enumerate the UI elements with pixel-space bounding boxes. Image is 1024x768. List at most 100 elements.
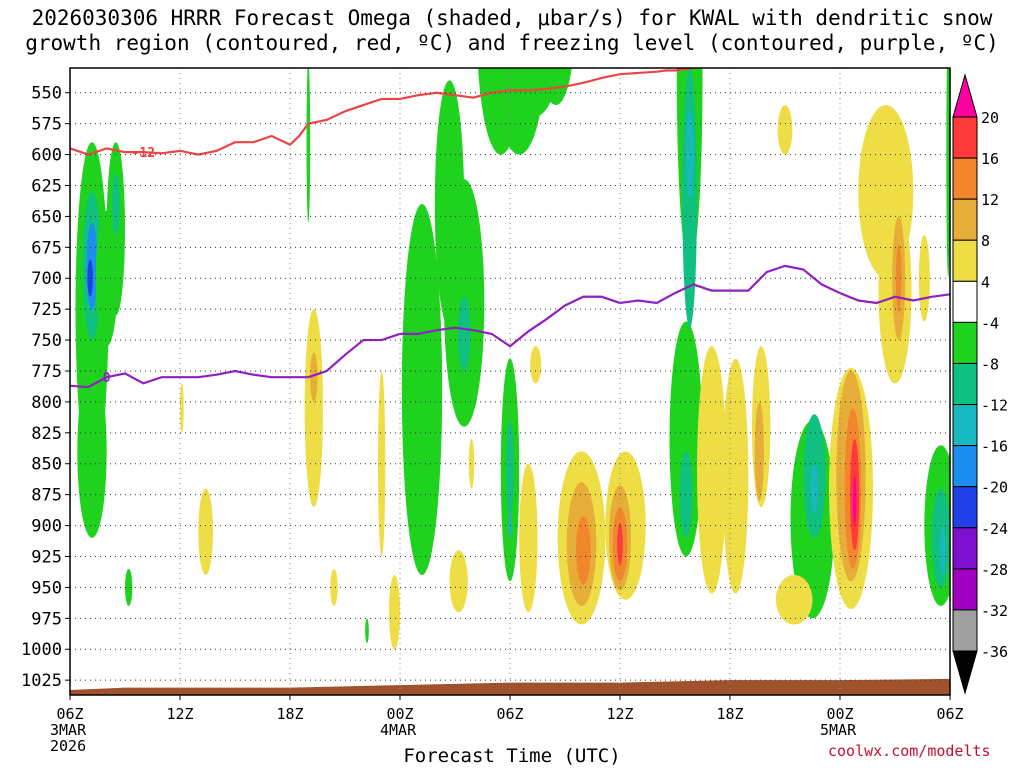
omega-cell-47 bbox=[679, 451, 693, 538]
y-tick-label: 700 bbox=[31, 269, 62, 289]
y-tick-label: 800 bbox=[31, 393, 62, 413]
omega-cell-68 bbox=[939, 525, 946, 576]
omega-cell-17 bbox=[389, 575, 400, 650]
omega-cell-19 bbox=[422, 241, 441, 489]
x-tick-label: 06Z bbox=[936, 705, 963, 723]
omega-cell-49 bbox=[722, 358, 749, 594]
omega-cell-10 bbox=[198, 488, 214, 576]
colorbar-label: -4 bbox=[981, 314, 999, 332]
colorbar-bottom-arrow bbox=[952, 650, 978, 695]
omega-cell-42 bbox=[617, 522, 623, 566]
y-tick-label: 825 bbox=[31, 424, 62, 444]
y-tick-label: 625 bbox=[31, 176, 62, 196]
colorbar-label: 8 bbox=[981, 232, 990, 250]
y-tick-label: 550 bbox=[31, 84, 62, 104]
omega-cell-51 bbox=[754, 401, 764, 501]
x-tick-label: 00Z bbox=[386, 705, 413, 723]
omega-cell-11 bbox=[304, 309, 324, 508]
colorbar-label: -8 bbox=[981, 355, 999, 373]
omega-cell-70 bbox=[946, 68, 950, 279]
omega-cell-21 bbox=[431, 0, 479, 56]
y-tick-label: 750 bbox=[31, 331, 62, 351]
x-date-label: 5MAR bbox=[820, 721, 857, 739]
y-tick-label: 575 bbox=[31, 115, 62, 135]
colorbar-label: 12 bbox=[981, 191, 999, 209]
y-tick-label: 775 bbox=[31, 362, 62, 382]
omega-cell-22 bbox=[433, 0, 506, 25]
omega-cell-46 bbox=[686, 111, 694, 198]
y-tick-label: 900 bbox=[31, 517, 62, 537]
omega-cell-14 bbox=[330, 568, 338, 606]
colorbar-box-1 bbox=[952, 116, 978, 159]
colorbar-box-7 bbox=[952, 362, 978, 406]
omega-cell-32 bbox=[449, 550, 468, 613]
terrain-fill bbox=[70, 678, 950, 695]
credit-text: coolwx.com/modelts bbox=[828, 742, 991, 760]
colorbar-box-4 bbox=[952, 239, 978, 282]
chart-title: 2026030306 HRRR Forecast Omega (shaded, … bbox=[0, 6, 1024, 56]
omega-cell-12 bbox=[310, 352, 318, 402]
colorbar-box-5 bbox=[952, 280, 978, 323]
contour-label-1: 0 bbox=[103, 371, 111, 386]
omega-cell-52 bbox=[777, 105, 793, 155]
colorbar-label: 20 bbox=[981, 109, 999, 127]
omega-cell-9 bbox=[180, 383, 184, 433]
omega-cell-34 bbox=[530, 346, 542, 384]
omega-cell-13 bbox=[306, 68, 311, 223]
y-tick-label: 650 bbox=[31, 207, 62, 227]
y-tick-label: 725 bbox=[31, 300, 62, 320]
colorbar-label: -20 bbox=[981, 479, 1008, 497]
y-tick-label: 1025 bbox=[21, 671, 62, 691]
colorbar-top-arrow bbox=[952, 73, 978, 118]
colorbar-label: -36 bbox=[981, 643, 1008, 661]
colorbar-box-6 bbox=[952, 321, 978, 364]
y-tick-label: 675 bbox=[31, 238, 62, 258]
colorbar-box-9 bbox=[952, 445, 978, 488]
colorbar-box-2 bbox=[952, 157, 978, 200]
y-tick-label: 600 bbox=[31, 146, 62, 166]
omega-cell-1 bbox=[77, 364, 107, 538]
colorbar-box-12 bbox=[952, 568, 978, 611]
y-tick-label: 1000 bbox=[21, 640, 62, 660]
y-tick-label: 975 bbox=[31, 609, 62, 629]
x-tick-label: 12Z bbox=[166, 705, 193, 723]
contour-line-1 bbox=[70, 264, 950, 389]
x-tick-label: 06Z bbox=[496, 705, 523, 723]
y-tick-label: 925 bbox=[31, 547, 62, 567]
contour-label-0: -12 bbox=[132, 146, 155, 161]
omega-cell-35 bbox=[519, 463, 538, 613]
colorbar-label: 4 bbox=[981, 273, 990, 291]
x-tick-label: 06Z bbox=[56, 705, 83, 723]
colorbar-label: -12 bbox=[981, 397, 1008, 415]
omega-cell-16 bbox=[365, 618, 369, 644]
omega-cell-48 bbox=[697, 346, 727, 594]
x-date-label: 3MAR bbox=[50, 721, 87, 739]
omega-cell-61 bbox=[852, 476, 857, 526]
colorbar-label: -24 bbox=[981, 520, 1008, 538]
x-tick-label: 12Z bbox=[606, 705, 633, 723]
omega-cell-24 bbox=[457, 296, 471, 371]
x-axis-title: Forecast Time (UTC) bbox=[403, 745, 621, 767]
colorbar-box-last bbox=[952, 609, 978, 652]
omega-cell-28 bbox=[539, 68, 572, 106]
colorbar-label: -28 bbox=[981, 561, 1008, 579]
y-tick-label: 875 bbox=[31, 486, 62, 506]
omega-cell-33 bbox=[468, 439, 475, 489]
omega-cell-8 bbox=[125, 568, 133, 606]
omega-cell-65 bbox=[895, 244, 902, 313]
colorbar-box-3 bbox=[952, 198, 978, 241]
y-tick-label: 850 bbox=[31, 455, 62, 475]
colorbar-label: -32 bbox=[981, 602, 1008, 620]
x-tick-label: 00Z bbox=[826, 705, 853, 723]
y-tick-label: 950 bbox=[31, 578, 62, 598]
omega-cell-7 bbox=[112, 173, 120, 235]
omega-cell-55 bbox=[810, 463, 818, 514]
title-line-1: 2026030306 HRRR Forecast Omega (shaded, … bbox=[31, 6, 993, 30]
x-year-label: 2026 bbox=[50, 737, 86, 755]
omega-cell-56 bbox=[775, 575, 813, 625]
omega-cell-30 bbox=[506, 420, 514, 520]
colorbar-label: -16 bbox=[981, 438, 1008, 456]
colorbar-label: 16 bbox=[981, 150, 999, 168]
x-tick-label: 18Z bbox=[276, 705, 303, 723]
